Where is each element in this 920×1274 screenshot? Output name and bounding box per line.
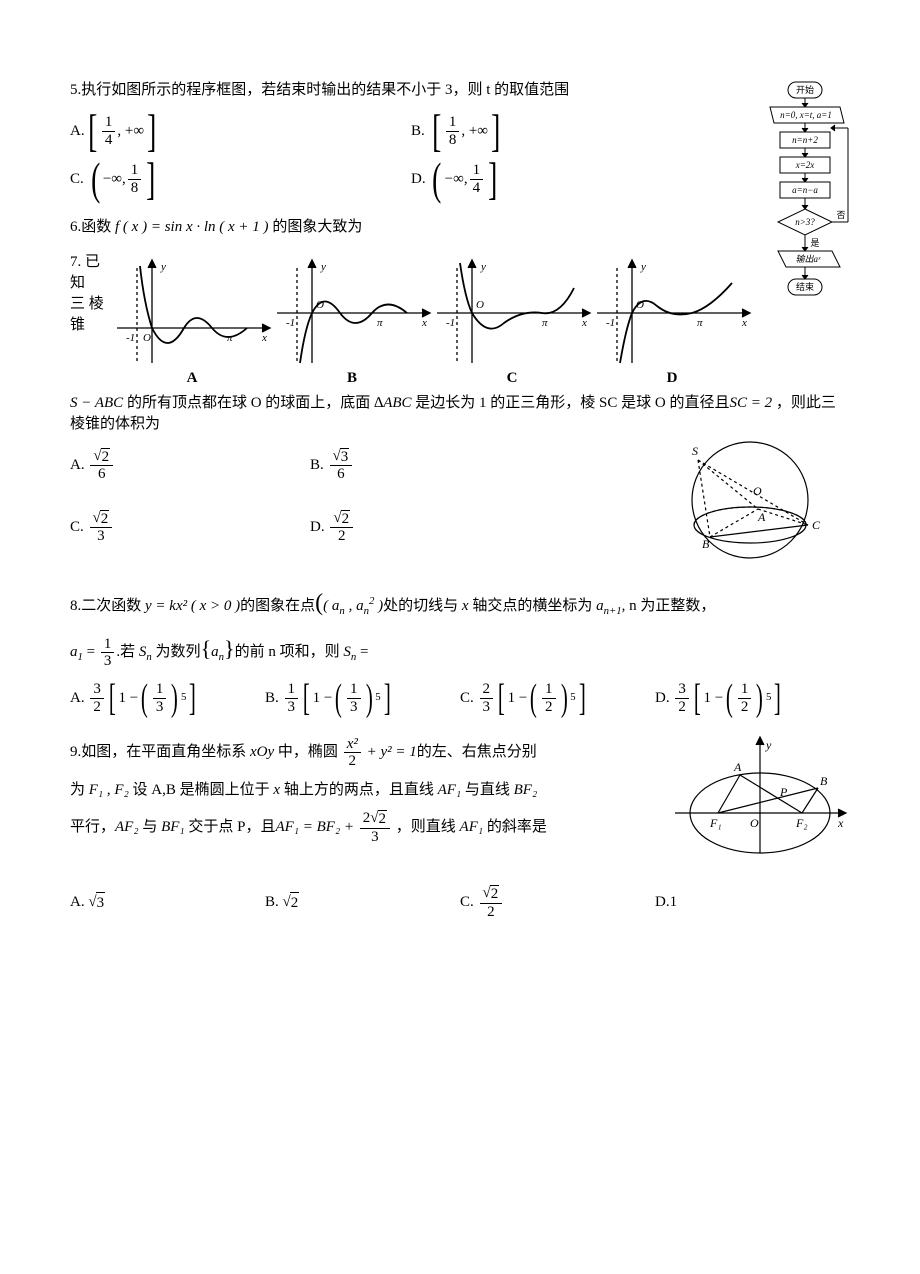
q9-opt-a: A. 3	[70, 885, 265, 920]
q9-stem: 9.如图，在平面直角坐标系 xOy 中，椭圆 x²2 + y² = 1的左、右焦…	[70, 733, 660, 863]
q9-figure: y x A B P O F₁ F₂	[660, 733, 850, 863]
q9-opt-b: B. 2	[265, 885, 460, 920]
q7: S − ABC 的所有顶点都在球 O 的球面上，底面 ∆ABC 是边长为 1 的…	[70, 393, 850, 565]
q7-opt-c: C. 23	[70, 503, 310, 551]
svg-text:n=0, x=t, a=1: n=0, x=t, a=1	[780, 110, 832, 120]
svg-text:-1: -1	[606, 317, 615, 329]
q5-opt-a: A. [ 14 , +∞ ]	[70, 107, 411, 155]
svg-text:x=2x: x=2x	[795, 160, 815, 170]
svg-text:结束: 结束	[796, 281, 814, 292]
q7-opt-d: D. 22	[310, 503, 550, 551]
svg-text:x: x	[421, 317, 427, 329]
svg-text:y: y	[765, 738, 772, 752]
q7-opt-a: A. 26	[70, 441, 310, 489]
svg-text:n=n+2: n=n+2	[792, 135, 818, 145]
svg-text:P: P	[779, 785, 788, 799]
q9: 9.如图，在平面直角坐标系 xOy 中，椭圆 x²2 + y² = 1的左、右焦…	[70, 733, 850, 920]
q8-stem: 8.二次函数 y = kx² ( x > 0 )的图象在点(( an , an2…	[70, 579, 850, 671]
svg-text:A: A	[757, 510, 766, 524]
q8: 8.二次函数 y = kx² ( x > 0 )的图象在点(( an , an2…	[70, 579, 850, 715]
svg-text:π: π	[697, 317, 703, 329]
svg-text:S: S	[692, 444, 698, 458]
svg-text:y: y	[640, 261, 646, 273]
q6-graphs: yx -1O π A yx -1	[112, 258, 752, 389]
svg-text:a=n−a: a=n−a	[792, 185, 818, 195]
svg-text:是: 是	[810, 238, 819, 248]
svg-text:C: C	[812, 518, 821, 532]
svg-text:x: x	[581, 317, 587, 329]
svg-text:O: O	[316, 299, 324, 311]
svg-text:y: y	[160, 261, 166, 273]
q8-opt-b: B. 13 [1 − (13)5]	[265, 681, 460, 715]
q7-lead: 7. 已 知 三 棱 锥	[70, 252, 112, 336]
q6-stem-a: 6.函数	[70, 219, 115, 235]
q9-opt-d: D.1	[655, 885, 850, 920]
svg-text:π: π	[542, 317, 548, 329]
svg-text:π: π	[377, 317, 383, 329]
svg-text:O: O	[750, 816, 759, 830]
svg-text:B: B	[702, 537, 710, 551]
q6-fx: f ( x ) = sin x · ln ( x + 1 )	[115, 219, 269, 235]
svg-text:输出aˣ: 输出aˣ	[795, 254, 821, 264]
q7-figure: S O A B C	[650, 435, 850, 565]
svg-text:-1: -1	[286, 317, 295, 329]
q8-opt-d: D. 32 [1 − (12)5]	[655, 681, 850, 715]
svg-text:-1: -1	[126, 332, 135, 344]
q7-options: A. 26 B. 36 C. 23 D. 22	[70, 441, 550, 551]
svg-text:n>3?: n>3?	[795, 217, 815, 227]
q5: 5.执行如图所示的程序框图，若结束时输出的结果不小于 3，则 t 的取值范围 A…	[70, 80, 850, 203]
q5-flowchart: 开始 n=0, x=t, a=1 n=n+2 x=2x a=n−a n>3? 否…	[760, 80, 850, 332]
q8-options: A. 32 [1 − (13)5] B. 13 [1 − (13)5] C. 2…	[70, 681, 850, 715]
svg-text:F₁: F₁	[709, 816, 722, 830]
q7-opt-b: B. 36	[310, 441, 550, 489]
svg-text:O: O	[753, 484, 762, 498]
svg-text:否: 否	[836, 210, 845, 220]
q8-opt-c: C. 23 [1 − (12)5]	[460, 681, 655, 715]
svg-text:O: O	[143, 332, 151, 344]
q5-options: A. [ 14 , +∞ ] B. [ 18 , +∞ ] C. ( −∞, 1…	[70, 107, 752, 203]
svg-text:B: B	[820, 774, 828, 788]
svg-text:F₂: F₂	[795, 816, 808, 830]
q9-options: A. 3 B. 2 C. 22 D.1	[70, 885, 850, 920]
svg-text:x: x	[261, 332, 267, 344]
q6: 6.函数 f ( x ) = sin x · ln ( x + 1 ) 的图象大…	[70, 217, 850, 238]
q7-stem: S − ABC 的所有顶点都在球 O 的球面上，底面 ∆ABC 是边长为 1 的…	[70, 393, 850, 435]
svg-text:π: π	[227, 332, 233, 344]
svg-text:O: O	[476, 299, 484, 311]
svg-text:O: O	[636, 299, 644, 311]
q8-opt-a: A. 32 [1 − (13)5]	[70, 681, 265, 715]
q6-graph-a: yx -1O π A	[112, 258, 272, 389]
svg-text:y: y	[480, 261, 486, 273]
svg-text:x: x	[741, 317, 747, 329]
q9-opt-c: C. 22	[460, 885, 655, 920]
q5-stem: 5.执行如图所示的程序框图，若结束时输出的结果不小于 3，则 t 的取值范围	[70, 80, 850, 101]
svg-text:A: A	[733, 760, 742, 774]
svg-text:-1: -1	[446, 317, 455, 329]
q6-graph-d: yx -1O π D	[592, 258, 752, 389]
q5-opt-b: B. [ 18 , +∞ ]	[411, 107, 752, 155]
q5-opt-d: D. ( −∞, 14 ]	[411, 155, 752, 203]
svg-text:y: y	[320, 261, 326, 273]
q6-stem-b: 的图象大致为	[272, 219, 362, 235]
svg-text:开始: 开始	[796, 84, 814, 95]
svg-text:x: x	[837, 816, 844, 830]
q6-graph-c: yx -1O π C	[432, 258, 592, 389]
q5-opt-c: C. ( −∞, 18 ]	[70, 155, 411, 203]
q6-graph-b: yx -1O π B	[272, 258, 432, 389]
